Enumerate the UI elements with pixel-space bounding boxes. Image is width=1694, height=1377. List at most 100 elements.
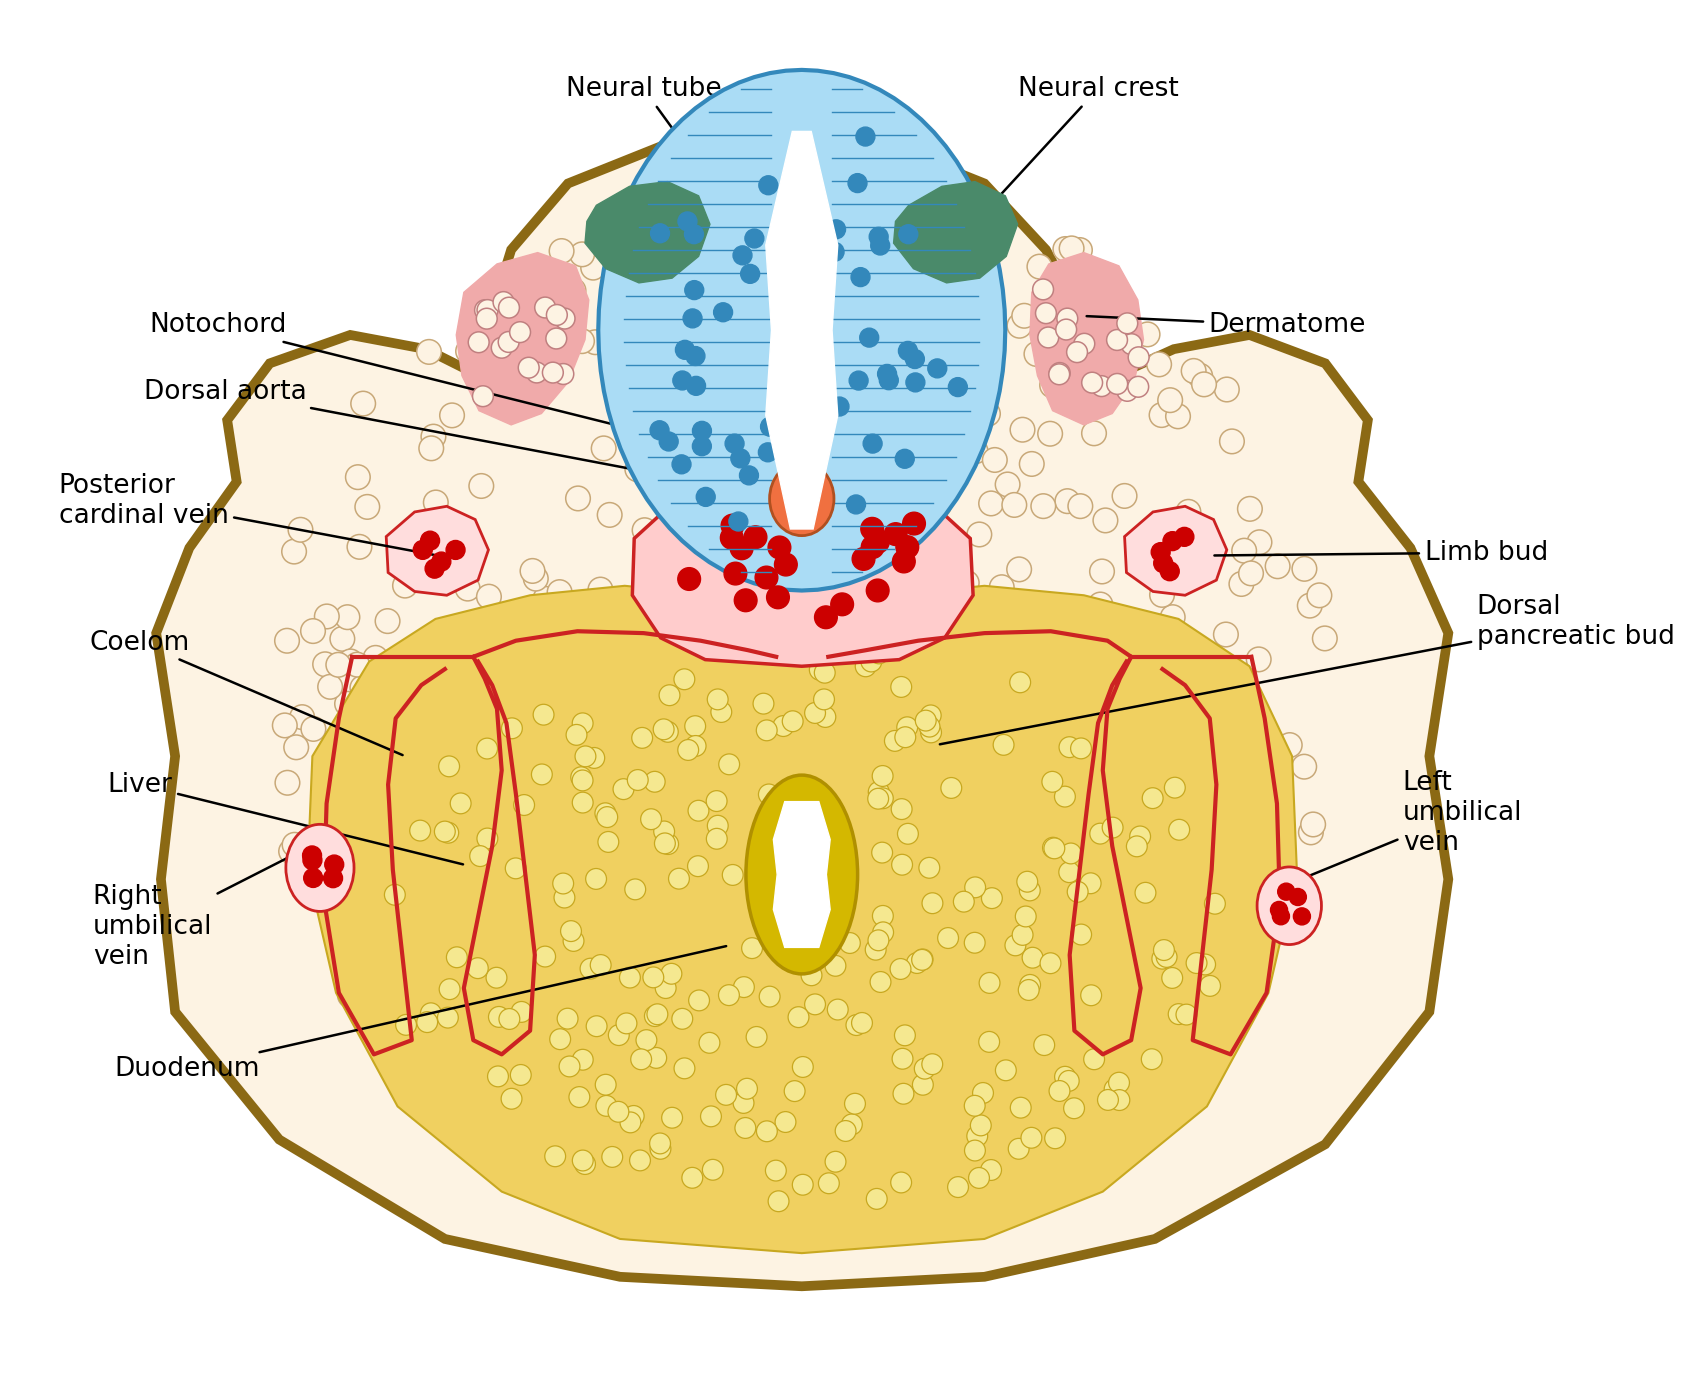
Circle shape bbox=[730, 537, 754, 559]
Circle shape bbox=[1055, 1106, 1079, 1131]
Circle shape bbox=[776, 1111, 796, 1132]
Circle shape bbox=[725, 434, 744, 453]
Circle shape bbox=[725, 1202, 750, 1227]
Circle shape bbox=[996, 772, 1021, 797]
Circle shape bbox=[363, 646, 388, 671]
Circle shape bbox=[581, 255, 605, 280]
Circle shape bbox=[510, 322, 530, 343]
Circle shape bbox=[800, 536, 825, 560]
Circle shape bbox=[473, 386, 493, 406]
Circle shape bbox=[893, 1084, 913, 1104]
Circle shape bbox=[922, 730, 947, 755]
Circle shape bbox=[767, 1191, 789, 1212]
Circle shape bbox=[346, 465, 371, 489]
Circle shape bbox=[754, 490, 778, 515]
Circle shape bbox=[1159, 1034, 1182, 1059]
Circle shape bbox=[805, 702, 825, 723]
Circle shape bbox=[1247, 530, 1272, 555]
Circle shape bbox=[613, 779, 634, 800]
Circle shape bbox=[783, 711, 803, 731]
Circle shape bbox=[500, 906, 525, 931]
Circle shape bbox=[525, 1097, 549, 1122]
Circle shape bbox=[1089, 559, 1115, 584]
Circle shape bbox=[872, 788, 893, 808]
Circle shape bbox=[889, 1186, 913, 1210]
Circle shape bbox=[711, 701, 732, 723]
Circle shape bbox=[869, 643, 889, 664]
Circle shape bbox=[718, 985, 739, 1005]
Circle shape bbox=[964, 932, 986, 953]
Circle shape bbox=[673, 454, 691, 474]
Circle shape bbox=[740, 264, 759, 284]
Circle shape bbox=[820, 302, 844, 326]
Circle shape bbox=[927, 493, 952, 518]
Circle shape bbox=[673, 1008, 693, 1029]
Circle shape bbox=[645, 1048, 667, 1069]
Circle shape bbox=[901, 296, 925, 319]
Circle shape bbox=[933, 935, 957, 960]
Circle shape bbox=[424, 490, 449, 515]
Circle shape bbox=[759, 450, 783, 475]
Circle shape bbox=[642, 576, 666, 600]
Circle shape bbox=[586, 869, 606, 890]
Circle shape bbox=[849, 174, 867, 193]
Circle shape bbox=[1054, 786, 1076, 807]
Circle shape bbox=[686, 775, 710, 800]
Circle shape bbox=[938, 928, 959, 949]
Circle shape bbox=[303, 869, 322, 887]
Circle shape bbox=[744, 406, 767, 431]
Circle shape bbox=[1110, 737, 1133, 761]
Circle shape bbox=[855, 127, 874, 146]
Circle shape bbox=[654, 821, 674, 841]
Circle shape bbox=[744, 526, 767, 548]
Circle shape bbox=[759, 643, 781, 664]
Circle shape bbox=[779, 580, 805, 605]
Circle shape bbox=[656, 1176, 681, 1201]
Circle shape bbox=[1050, 599, 1076, 624]
Circle shape bbox=[1033, 1015, 1057, 1040]
Circle shape bbox=[462, 665, 488, 690]
Circle shape bbox=[839, 306, 864, 330]
Circle shape bbox=[906, 953, 927, 974]
Circle shape bbox=[562, 931, 584, 952]
Circle shape bbox=[315, 605, 339, 629]
Circle shape bbox=[1299, 821, 1323, 844]
Circle shape bbox=[356, 494, 379, 519]
Circle shape bbox=[625, 457, 649, 482]
Circle shape bbox=[981, 1159, 1001, 1180]
Circle shape bbox=[767, 235, 793, 260]
Circle shape bbox=[820, 549, 845, 573]
Circle shape bbox=[486, 967, 507, 989]
Circle shape bbox=[376, 609, 400, 633]
Circle shape bbox=[534, 587, 557, 611]
Circle shape bbox=[617, 621, 642, 644]
Circle shape bbox=[696, 1175, 720, 1199]
Circle shape bbox=[869, 406, 894, 431]
Circle shape bbox=[493, 292, 513, 313]
Circle shape bbox=[871, 767, 896, 792]
Circle shape bbox=[684, 519, 710, 544]
Circle shape bbox=[684, 224, 703, 244]
Text: Dorsal
pancreatic bud: Dorsal pancreatic bud bbox=[940, 593, 1675, 745]
Circle shape bbox=[808, 584, 832, 609]
Circle shape bbox=[405, 832, 430, 856]
Circle shape bbox=[657, 722, 678, 742]
Circle shape bbox=[591, 437, 617, 461]
Circle shape bbox=[1135, 883, 1155, 903]
Circle shape bbox=[869, 574, 894, 599]
Circle shape bbox=[715, 380, 739, 403]
Circle shape bbox=[891, 1172, 911, 1192]
Circle shape bbox=[971, 1115, 991, 1136]
Circle shape bbox=[759, 986, 779, 1007]
Circle shape bbox=[1127, 836, 1147, 856]
Circle shape bbox=[596, 1096, 617, 1117]
Circle shape bbox=[1040, 953, 1060, 974]
Circle shape bbox=[417, 1012, 437, 1033]
Circle shape bbox=[989, 576, 1015, 599]
Circle shape bbox=[566, 486, 590, 511]
Circle shape bbox=[1106, 329, 1128, 350]
Circle shape bbox=[867, 530, 889, 554]
Circle shape bbox=[842, 1114, 862, 1135]
Circle shape bbox=[884, 182, 910, 207]
Circle shape bbox=[574, 1154, 595, 1175]
